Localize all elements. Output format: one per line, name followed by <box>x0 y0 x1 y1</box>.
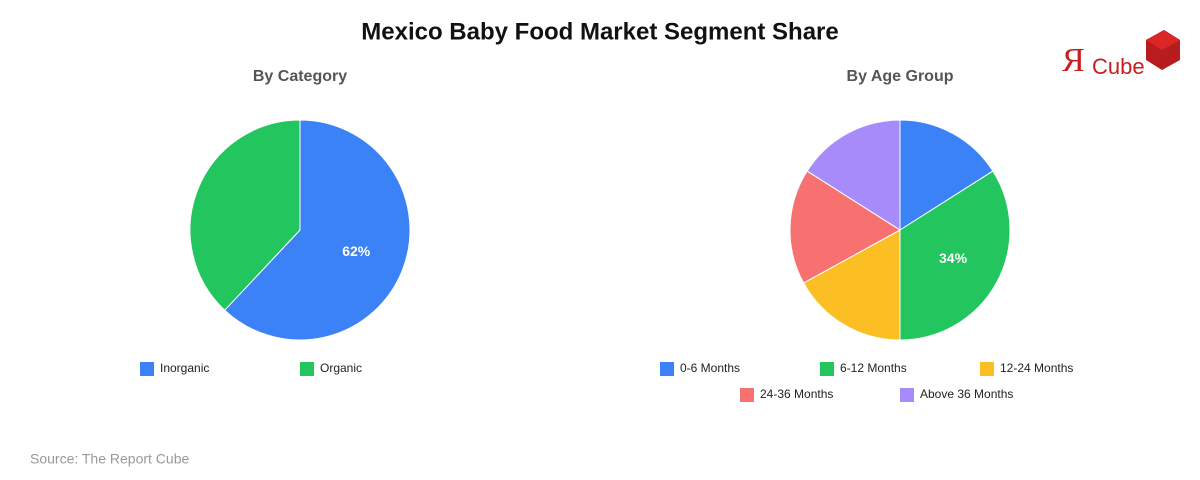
legend-swatch <box>820 362 834 376</box>
legend-label: 12-24 Months <box>1000 361 1073 375</box>
legend-label: 24-36 Months <box>760 387 833 401</box>
pie-slice <box>223 119 411 341</box>
legend-swatch <box>900 388 914 402</box>
chart-title: By Category <box>253 68 347 85</box>
legend-label: Inorganic <box>160 361 209 375</box>
logo-mark: Я <box>1062 42 1085 79</box>
data-label: 62% <box>342 243 371 259</box>
legend-label: 0-6 Months <box>680 361 740 375</box>
legend-label: 6-12 Months <box>840 361 907 375</box>
pie-slice <box>802 229 901 341</box>
pie-slice <box>806 119 901 231</box>
pie-slice <box>899 170 1011 341</box>
pie-slice <box>189 119 301 311</box>
legend-swatch <box>980 362 994 376</box>
chart-title: By Age Group <box>847 68 954 85</box>
logo-text: Cube <box>1092 54 1145 79</box>
page-title: Mexico Baby Food Market Segment Share <box>361 18 838 45</box>
pie-slice <box>789 170 901 284</box>
legend-label: Above 36 Months <box>920 387 1013 401</box>
logo: Я Cube <box>1062 30 1180 79</box>
legend-label: Organic <box>320 361 362 375</box>
logo-cube-top <box>1146 30 1180 50</box>
pie-slice <box>899 119 994 231</box>
legend-swatch <box>660 362 674 376</box>
data-label: 34% <box>939 250 968 266</box>
legend-swatch <box>300 362 314 376</box>
source: Source: The Report Cube <box>30 451 189 467</box>
legend-swatch <box>140 362 154 376</box>
legend-swatch <box>740 388 754 402</box>
